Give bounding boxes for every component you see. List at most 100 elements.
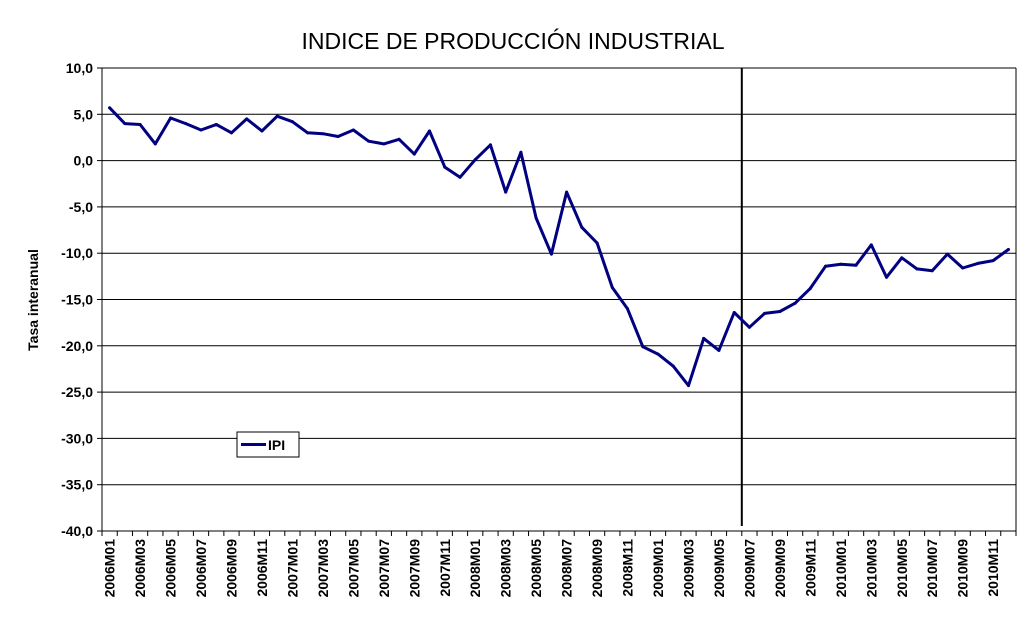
- data-point-ipi: [686, 384, 690, 388]
- data-point-ipi: [991, 259, 995, 263]
- data-point-ipi: [184, 122, 188, 126]
- chart-title: INDICE DE PRODUCCIÓN INDUSTRIAL: [302, 28, 725, 54]
- data-point-ipi: [595, 241, 599, 245]
- x-tick-label: 2008M07: [559, 539, 575, 598]
- x-tick-label: 2007M09: [406, 539, 422, 598]
- data-point-ipi: [382, 142, 386, 146]
- data-point-ipi: [336, 135, 340, 139]
- x-tick-label: 2006M07: [193, 539, 209, 598]
- data-point-ipi: [214, 122, 218, 126]
- data-point-ipi: [367, 139, 371, 143]
- data-point-ipi: [549, 252, 553, 256]
- data-point-ipi: [473, 158, 477, 162]
- data-point-ipi: [915, 267, 919, 271]
- x-tick-label: 2006M03: [132, 539, 148, 598]
- x-tick-label: 2007M03: [315, 539, 331, 598]
- data-point-ipi: [397, 137, 401, 141]
- data-point-ipi: [717, 348, 721, 352]
- data-point-ipi: [854, 263, 858, 267]
- y-tick-label: -35,0: [61, 477, 93, 493]
- data-point-ipi: [229, 131, 233, 135]
- data-point-ipi: [290, 120, 294, 124]
- data-point-ipi: [808, 286, 812, 290]
- x-tick-label: 2007M01: [284, 539, 300, 598]
- data-point-ipi: [580, 225, 584, 229]
- data-point-ipi: [839, 262, 843, 266]
- data-point-ipi: [869, 243, 873, 247]
- data-point-ipi: [412, 152, 416, 156]
- data-point-ipi: [565, 190, 569, 194]
- x-tick-label: 2010M05: [894, 539, 910, 598]
- x-tick-label: 2008M03: [498, 539, 514, 598]
- x-tick-label: 2006M01: [102, 539, 118, 598]
- x-tick-label: 2006M05: [163, 539, 179, 598]
- data-point-ipi: [534, 216, 538, 220]
- y-tick-label: -5,0: [69, 199, 93, 215]
- data-point-ipi: [976, 261, 980, 265]
- x-tick-label: 2009M05: [711, 539, 727, 598]
- data-point-ipi: [945, 252, 949, 256]
- data-point-ipi: [108, 106, 112, 110]
- data-point-ipi: [1006, 247, 1010, 251]
- x-tick-label: 2007M11: [437, 539, 453, 597]
- data-point-ipi: [626, 307, 630, 311]
- data-point-ipi: [321, 132, 325, 136]
- x-tick-label: 2008M01: [467, 539, 483, 598]
- data-point-ipi: [275, 114, 279, 118]
- data-point-ipi: [656, 352, 660, 356]
- x-axis-ticks: 2006M01 2006M03 2006M05 2006M07 2006M09 2006M…: [101, 531, 1017, 598]
- x-tick-label: 2007M07: [376, 539, 392, 598]
- y-tick-label: -40,0: [61, 523, 93, 539]
- series-line-ipi: [108, 106, 1010, 388]
- y-tick-label: 0,0: [74, 153, 94, 169]
- y-tick-label: -15,0: [61, 292, 93, 308]
- x-tick-label: 2006M11: [254, 539, 270, 597]
- data-point-ipi: [885, 275, 889, 279]
- data-point-ipi: [930, 269, 934, 273]
- data-point-ipi: [138, 122, 142, 126]
- x-tick-label: 2008M11: [620, 539, 636, 597]
- data-point-ipi: [732, 310, 736, 314]
- y-axis-ticks: 10,0 5,0 0,0 -5,0 -10,0 -15,0 -20,0 -25,0 -30,0 -…: [61, 60, 102, 539]
- data-point-ipi: [443, 165, 447, 169]
- data-point-ipi: [260, 129, 264, 133]
- y-tick-label: -20,0: [61, 338, 93, 354]
- x-tick-label: 2010M11: [985, 539, 1001, 597]
- x-tick-label: 2010M01: [833, 539, 849, 598]
- x-tick-label: 2010M03: [863, 539, 879, 598]
- data-point-ipi: [702, 336, 706, 340]
- legend: IPI: [236, 431, 300, 458]
- y-tick-label: -25,0: [61, 384, 93, 400]
- y-tick-label: 5,0: [74, 106, 94, 122]
- data-point-ipi: [306, 131, 310, 135]
- data-point-ipi: [169, 116, 173, 120]
- data-point-ipi: [900, 256, 904, 260]
- data-point-ipi: [488, 143, 492, 147]
- data-point-ipi: [199, 128, 203, 132]
- data-point-ipi: [747, 325, 751, 329]
- plot-area: [101, 68, 1017, 532]
- x-tick-label: 2006M09: [223, 539, 239, 598]
- x-tick-label: 2009M01: [650, 539, 666, 598]
- data-point-ipi: [778, 310, 782, 314]
- data-point-ipi: [763, 311, 767, 315]
- x-tick-label: 2008M09: [589, 539, 605, 598]
- y-tick-label: 10,0: [66, 60, 93, 76]
- grid-lines: [102, 67, 1016, 486]
- data-point-ipi: [641, 345, 645, 349]
- x-tick-label: 2010M07: [924, 539, 940, 598]
- data-point-ipi: [245, 117, 249, 121]
- data-point-ipi: [519, 150, 523, 154]
- x-tick-label: 2010M09: [955, 539, 971, 598]
- x-tick-label: 2009M07: [741, 539, 757, 598]
- legend-label-ipi: IPI: [268, 437, 285, 453]
- data-point-ipi: [824, 264, 828, 268]
- x-tick-label: 2008M05: [528, 539, 544, 598]
- data-point-ipi: [504, 190, 508, 194]
- x-tick-label: 2009M11: [802, 539, 818, 597]
- x-tick-label: 2009M09: [772, 539, 788, 598]
- x-tick-label: 2009M03: [680, 539, 696, 598]
- y-axis-label: Tasa interanual: [25, 249, 41, 351]
